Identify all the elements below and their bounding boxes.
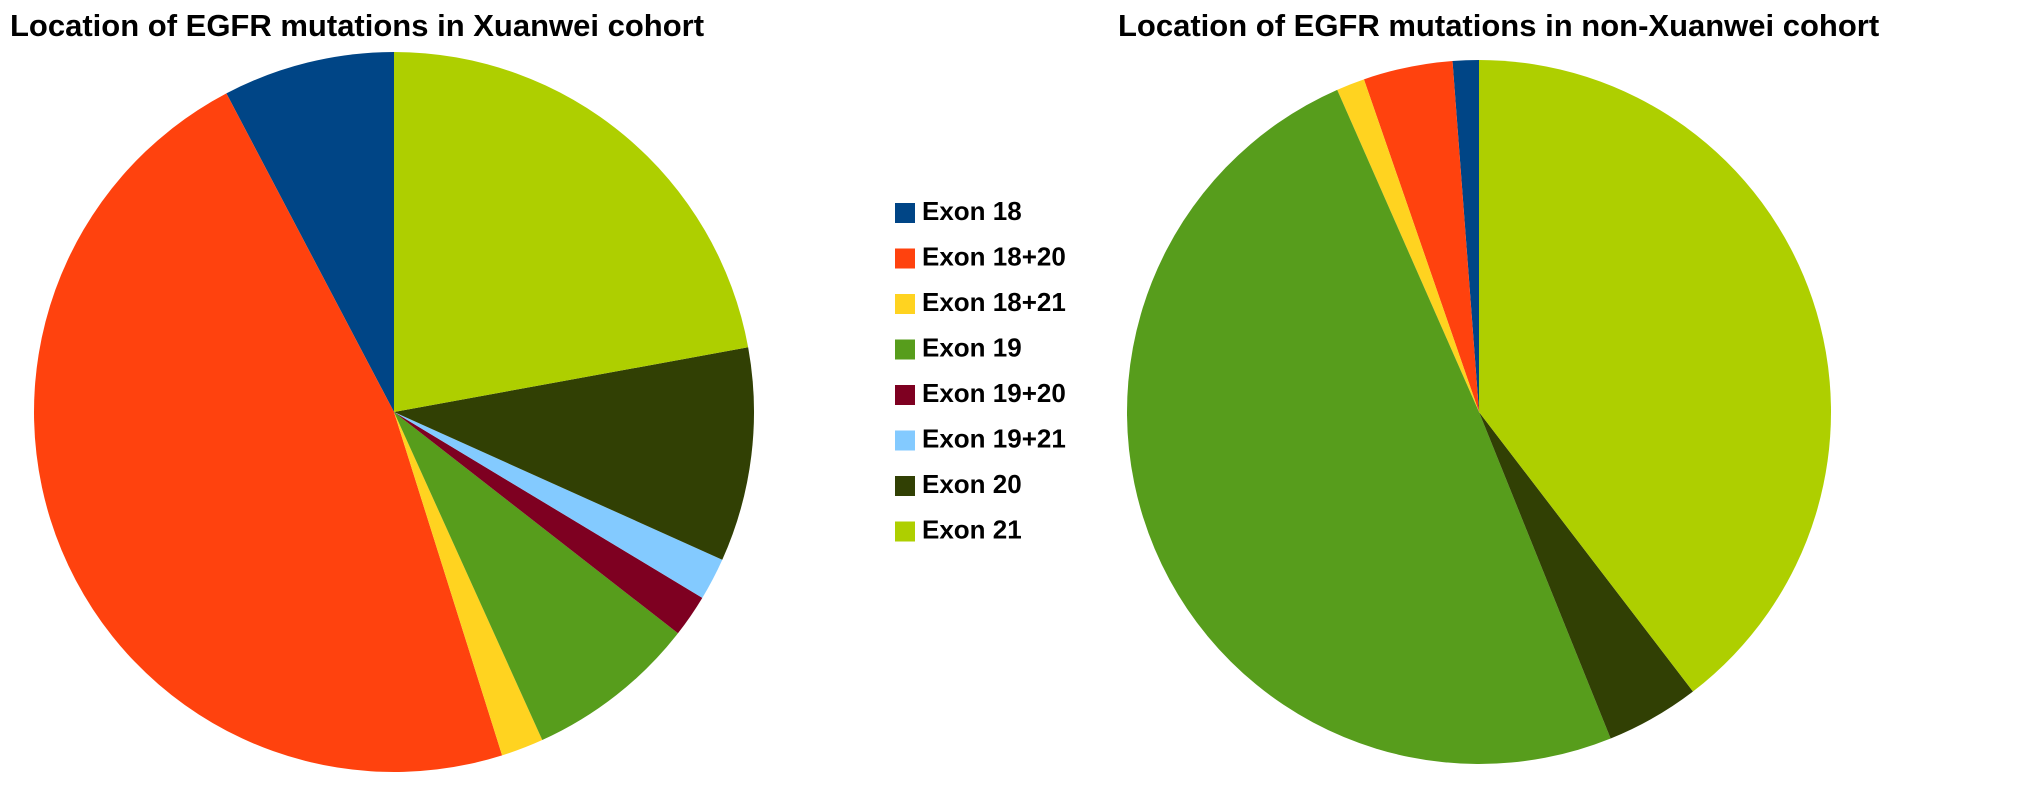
legend-label: Exon 19 bbox=[922, 332, 1022, 362]
pie-slice bbox=[1479, 412, 1693, 739]
pie-slice bbox=[1363, 61, 1479, 413]
legend-label: Exon 18 bbox=[922, 196, 1022, 226]
pie-slice bbox=[226, 52, 394, 412]
pie-slice bbox=[34, 93, 503, 772]
legend-swatch bbox=[895, 339, 915, 360]
legend-label: Exon 19+21 bbox=[922, 423, 1066, 453]
pie-slice bbox=[1126, 89, 1611, 765]
legend-label: Exon 20 bbox=[922, 469, 1022, 499]
chart-title: Location of EGFR mutations in non-Xuanwe… bbox=[1118, 8, 1879, 43]
pie-slice bbox=[1452, 60, 1479, 412]
pie-slice bbox=[394, 412, 723, 598]
legend-swatch bbox=[895, 294, 915, 314]
pie-slice bbox=[394, 412, 543, 756]
legend-swatch bbox=[895, 203, 915, 223]
chart-title: Location of EGFR mutations in Xuanwei co… bbox=[10, 8, 704, 43]
legend-swatch bbox=[895, 521, 915, 542]
pie-slice bbox=[1479, 60, 1831, 692]
legend-swatch bbox=[895, 248, 915, 269]
legend-label: Exon 18+20 bbox=[922, 241, 1066, 271]
legend-swatch bbox=[895, 476, 915, 496]
pie-slice bbox=[394, 52, 749, 412]
pie-slice bbox=[394, 412, 678, 741]
pie-slice bbox=[1337, 79, 1479, 412]
legend-swatch bbox=[895, 385, 915, 405]
pie-slice bbox=[394, 412, 703, 634]
legend-label: Exon 19+20 bbox=[922, 378, 1066, 408]
legend-label: Exon 21 bbox=[922, 514, 1022, 544]
legend-label: Exon 18+21 bbox=[922, 287, 1066, 317]
legend-swatch bbox=[895, 430, 915, 451]
pie-slice bbox=[394, 347, 755, 560]
